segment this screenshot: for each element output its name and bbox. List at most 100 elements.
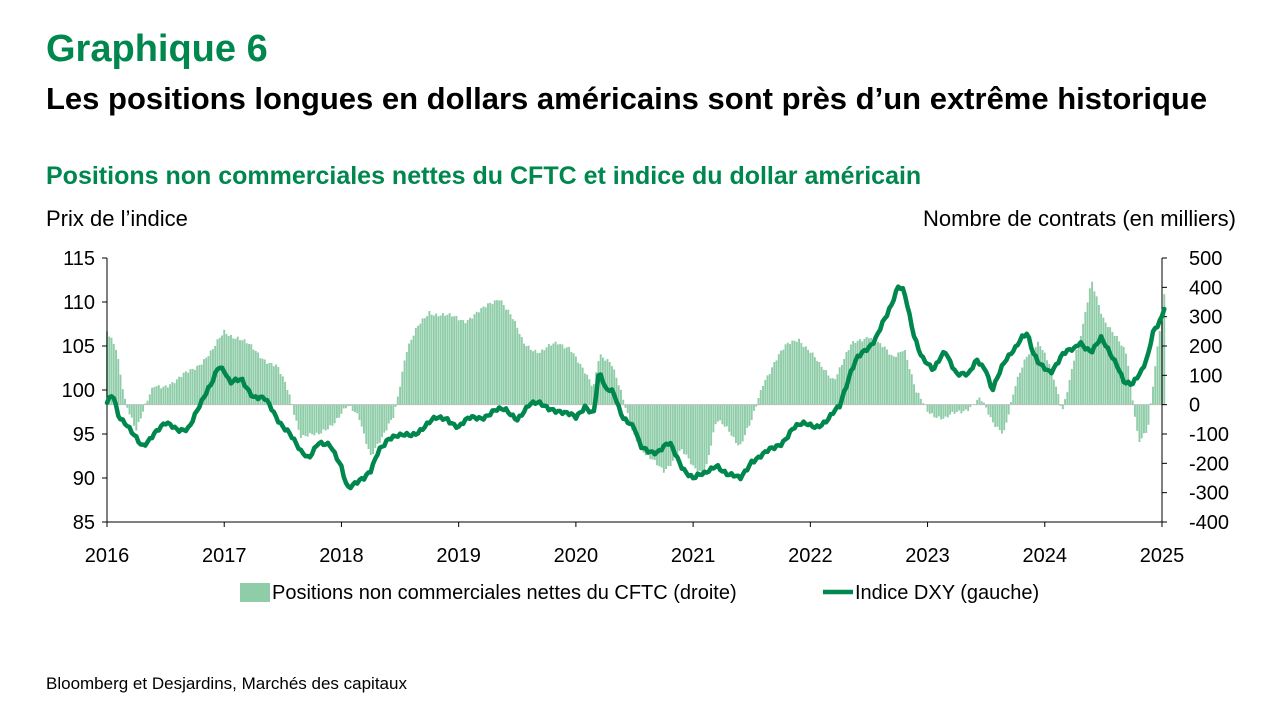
cftc-bar xyxy=(1073,360,1076,405)
cftc-bar xyxy=(768,374,771,405)
cftc-bar xyxy=(302,404,305,435)
cftc-bar xyxy=(333,404,336,424)
cftc-bar xyxy=(459,320,462,405)
cftc-bar xyxy=(888,354,891,405)
cftc-bar xyxy=(532,351,535,405)
cftc-bar xyxy=(908,369,911,405)
cftc-bar xyxy=(744,404,746,436)
cftc-bar xyxy=(561,344,564,405)
cftc-bar xyxy=(937,404,940,417)
cftc-bar xyxy=(588,379,591,405)
cftc-bar xyxy=(423,318,426,405)
right-tick-label: 100 xyxy=(1189,365,1222,387)
cftc-bar xyxy=(191,368,194,405)
cftc-bar xyxy=(173,383,176,405)
cftc-bar xyxy=(836,374,839,405)
cftc-bar xyxy=(151,387,154,405)
cftc-bar xyxy=(137,404,140,423)
cftc-bar xyxy=(462,320,465,405)
x-tick-label: 2016 xyxy=(85,545,130,567)
right-tick-label: 300 xyxy=(1189,307,1222,329)
cftc-bar xyxy=(331,404,334,426)
cftc-bar xyxy=(340,404,343,414)
right-tick-label: 200 xyxy=(1189,336,1222,358)
cftc-bar xyxy=(795,341,798,405)
x-tick-label: 2021 xyxy=(671,545,716,567)
cftc-bar xyxy=(928,404,931,414)
chart-subtitle: Positions non commerciales nettes du CFT… xyxy=(46,162,922,190)
cftc-bar xyxy=(502,305,505,405)
cftc-bar xyxy=(110,337,113,405)
cftc-bar xyxy=(306,404,309,437)
cftc-bar xyxy=(991,404,994,423)
cftc-bar xyxy=(482,306,485,405)
cftc-bar xyxy=(356,404,359,414)
cftc-bar xyxy=(1055,386,1057,405)
cftc-bar xyxy=(1084,311,1087,405)
cftc-bar xyxy=(473,314,476,405)
cftc-bar xyxy=(414,327,417,405)
cftc-bar xyxy=(753,404,755,411)
cftc-bar xyxy=(771,367,773,405)
cftc-bar xyxy=(816,361,819,405)
cftc-bar xyxy=(811,352,814,405)
cftc-bar xyxy=(922,403,924,405)
cftc-bar xyxy=(514,320,516,405)
cftc-bar xyxy=(858,339,861,405)
cftc-bar xyxy=(518,333,521,405)
cftc-bar xyxy=(347,404,350,407)
cftc-bar xyxy=(232,338,235,405)
cftc-bar xyxy=(1134,404,1136,417)
cftc-bar xyxy=(261,358,264,405)
cftc-bar xyxy=(985,404,988,408)
cftc-bar xyxy=(446,314,449,405)
x-axis-ticks: 2016 2017 2018 2019 2020 2021 2022 2023 2024 2025 xyxy=(85,522,1184,567)
cftc-bar xyxy=(112,344,115,405)
cftc-bar xyxy=(899,351,902,405)
cftc-bar xyxy=(773,362,776,405)
cftc-bar xyxy=(272,366,275,405)
cftc-bar xyxy=(1097,304,1100,405)
cftc-bar xyxy=(581,367,584,405)
cftc-bar xyxy=(633,404,636,435)
cftc-bar xyxy=(338,404,341,418)
cftc-bar xyxy=(608,361,611,405)
cftc-bar xyxy=(311,404,314,435)
cftc-bar xyxy=(786,342,789,405)
source-note: Bloomberg et Desjardins, Marchés des cap… xyxy=(46,674,407,693)
cftc-bar xyxy=(1113,335,1116,405)
cftc-bar xyxy=(606,359,609,405)
cftc-bar xyxy=(955,404,958,412)
cftc-bar xyxy=(117,359,120,405)
cftc-bar xyxy=(644,404,647,456)
cftc-bar xyxy=(426,316,429,405)
cftc-bar xyxy=(209,350,212,405)
cftc-bar xyxy=(574,356,577,405)
cftc-bar xyxy=(1066,392,1069,405)
left-tick-label: 90 xyxy=(73,468,95,490)
cftc-bar xyxy=(299,404,302,438)
cftc-bar xyxy=(1023,359,1026,405)
cftc-bar xyxy=(367,404,370,450)
cftc-bar xyxy=(1012,394,1015,405)
cftc-bar xyxy=(241,340,244,405)
cftc-bar xyxy=(468,317,471,405)
cftc-bar xyxy=(1124,353,1127,405)
cftc-bar xyxy=(182,372,185,405)
cftc-bar xyxy=(405,352,408,405)
cftc-bar xyxy=(1034,347,1037,405)
cftc-bar xyxy=(863,338,866,405)
cftc-bar xyxy=(1046,360,1048,405)
cftc-bar xyxy=(559,344,562,405)
cftc-bar xyxy=(759,390,762,405)
cftc-bar xyxy=(266,363,269,405)
cftc-bar xyxy=(572,353,575,405)
cftc-bar xyxy=(279,374,282,405)
cftc-bar xyxy=(146,400,149,405)
cftc-bar xyxy=(421,318,424,405)
cftc-bar xyxy=(865,336,868,405)
cftc-bar xyxy=(218,337,221,405)
cftc-bar xyxy=(687,404,690,459)
cftc-bar xyxy=(1014,386,1017,405)
